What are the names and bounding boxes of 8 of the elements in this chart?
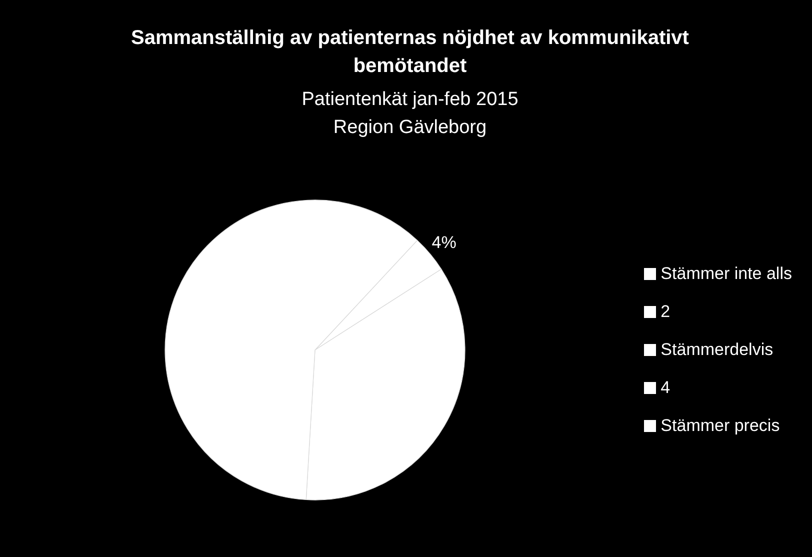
legend-label: Stämmer inte alls (660, 264, 792, 284)
data-label: 4% (432, 232, 456, 252)
legend-label: Stämmer precis (660, 416, 780, 436)
legend-label: 4 (660, 378, 670, 398)
chart-title: Sammanställnig av patienternas nöjdhet av kommunikativt bemötandet (130, 26, 690, 79)
legend-label: 2 (660, 302, 670, 322)
chart-subtitle: Patientenkät jan-feb 2015 Region Gävleborg (300, 88, 520, 140)
legend-label: Stämmerdelvis (660, 340, 774, 360)
